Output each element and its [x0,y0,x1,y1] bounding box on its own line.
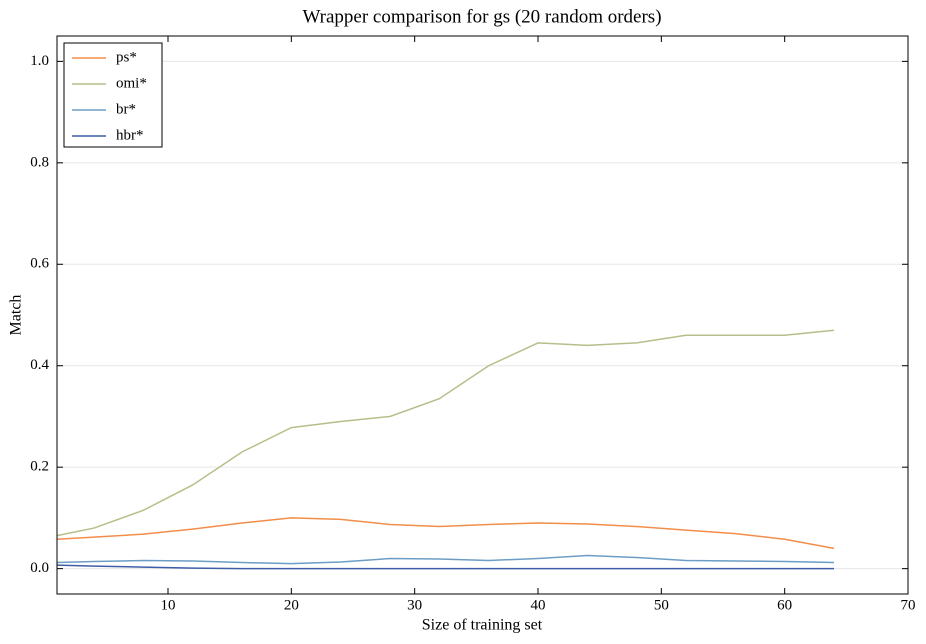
y-tick-label: 0.2 [30,459,49,475]
legend-label: omi* [116,75,147,91]
y-axis-label: Match [8,295,25,336]
x-axis-label: Size of training set [422,617,543,634]
x-tick-label: 10 [161,597,176,613]
x-tick-label: 60 [777,597,792,613]
chart-title: Wrapper comparison for gs (20 random ord… [302,6,661,27]
series-line [56,554,835,565]
y-tick-label: 0.8 [30,154,49,170]
x-tick-label: 20 [284,597,299,613]
x-tick-label: 30 [407,597,422,613]
y-tick-label: 0.4 [30,357,49,373]
legend: ps* omi* br* hbr* [63,42,163,148]
legend-box [63,42,163,148]
plot-frame [56,35,909,595]
legend-label: br* [116,101,136,117]
x-tick-label: 70 [901,597,916,613]
series-line [56,517,835,550]
x-tick-label: 50 [654,597,669,613]
series-line [56,329,835,537]
legend-label: hbr* [116,127,144,143]
y-tick-label: 0.6 [30,256,49,272]
y-tick-label: 1.0 [30,53,49,69]
series-line [56,564,834,570]
y-tick-label: 0.0 [30,560,49,576]
x-tick-label: 40 [531,597,546,613]
legend-label: ps* [116,49,137,65]
